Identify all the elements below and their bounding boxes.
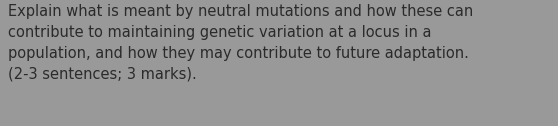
- Text: Explain what is meant by neutral mutations and how these can
contribute to maint: Explain what is meant by neutral mutatio…: [8, 4, 474, 82]
